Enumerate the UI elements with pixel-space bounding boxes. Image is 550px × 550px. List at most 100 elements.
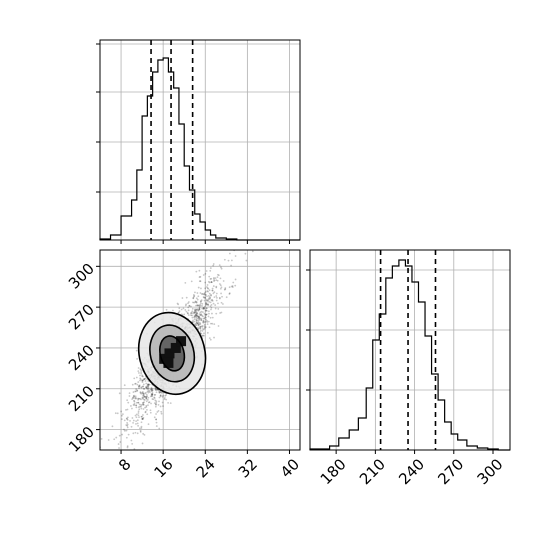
scatter-point [204, 291, 207, 293]
scatter-point [120, 414, 123, 417]
scatter-point [204, 296, 207, 299]
scatter-point [123, 384, 126, 387]
scatter-point [211, 289, 214, 292]
scatter-point [135, 416, 138, 419]
scatter-point [149, 395, 152, 398]
scatter-point [209, 278, 212, 280]
scatter-point [203, 312, 206, 315]
scatter-point [205, 304, 207, 306]
scatter-point [220, 266, 222, 269]
scatter-point [133, 448, 136, 450]
scatter-point [230, 285, 233, 288]
scatter-point [194, 314, 197, 317]
scatter-point [136, 389, 139, 392]
scatter-point [140, 372, 143, 375]
scatter-point [202, 274, 205, 276]
scatter-point [132, 396, 134, 399]
scatter-point [146, 408, 148, 411]
scatter-point [212, 278, 215, 280]
scatter-point [138, 403, 141, 406]
scatter-point [196, 322, 199, 325]
scatter-point [165, 308, 168, 311]
scatter-point [203, 317, 206, 320]
scatter-point [126, 418, 128, 420]
scatter-point [187, 301, 190, 303]
scatter-point [211, 289, 214, 292]
scatter-point [190, 280, 193, 283]
scatter-point [167, 401, 170, 404]
scatter-point [215, 279, 218, 282]
scatter-point [145, 398, 148, 400]
scatter-point [215, 296, 218, 299]
scatter-point [132, 397, 135, 399]
scatter-point [213, 291, 216, 294]
scatter-point [184, 281, 187, 284]
scatter-point [196, 308, 199, 310]
scatter-point [201, 304, 203, 307]
scatter-point [195, 321, 198, 324]
scatter-point [126, 416, 129, 419]
scatter-point [134, 390, 137, 393]
scatter-point [163, 398, 166, 401]
scatter-point [142, 394, 144, 397]
scatter-point [224, 288, 227, 290]
scatter-point [194, 309, 197, 311]
scatter-point [192, 297, 195, 300]
scatter-point [142, 416, 145, 419]
scatter-point [228, 293, 231, 295]
scatter-point [234, 284, 237, 287]
scatter-point [133, 377, 136, 380]
scatter-point [145, 400, 148, 403]
scatter-point [190, 314, 192, 317]
scatter-point [215, 295, 218, 297]
scatter-point [197, 286, 200, 289]
scatter-point [137, 370, 140, 373]
scatter-point [143, 378, 146, 381]
scatter-point [135, 420, 138, 423]
scatter-point [158, 390, 160, 393]
scatter-point [205, 326, 207, 329]
scatter-point [208, 326, 211, 329]
scatter-point [118, 447, 120, 449]
scatter-point [197, 320, 200, 323]
scatter-point [155, 421, 158, 424]
scatter-point [147, 396, 150, 399]
scatter-point [195, 322, 198, 325]
scatter-point [137, 401, 140, 404]
histogram-step [99, 57, 300, 241]
scatter-point [137, 398, 139, 401]
scatter-point [158, 396, 161, 399]
scatter-point [188, 304, 191, 307]
scatter-point [144, 377, 147, 380]
scatter-point [135, 401, 138, 404]
scatter-point [131, 417, 134, 419]
scatter-point [150, 386, 153, 389]
scatter-point [200, 293, 203, 295]
scatter-point [210, 281, 213, 284]
scatter-point [189, 312, 192, 315]
scatter-point [196, 298, 199, 301]
scatter-point [209, 316, 212, 319]
scatter-point [126, 418, 129, 421]
scatter-point [141, 385, 144, 388]
scatter-point [151, 389, 154, 392]
contour-line [159, 335, 186, 372]
scatter-point [153, 397, 156, 399]
scatter-point [155, 418, 158, 421]
density-core [170, 342, 181, 353]
scatter-point [220, 301, 223, 304]
scatter-point [202, 321, 205, 323]
scatter-point [139, 379, 141, 382]
scatter-point [203, 326, 206, 329]
scatter-point [197, 324, 200, 327]
scatter-point [134, 383, 136, 385]
scatter-point [169, 402, 172, 405]
scatter-point [208, 289, 211, 292]
scatter-point [156, 411, 159, 413]
scatter-point [260, 226, 262, 228]
scatter-point [153, 394, 156, 396]
scatter-point [132, 391, 135, 393]
scatter-point [155, 402, 158, 404]
scatter-point [155, 413, 157, 415]
x-tick-label: 270 [434, 455, 467, 488]
